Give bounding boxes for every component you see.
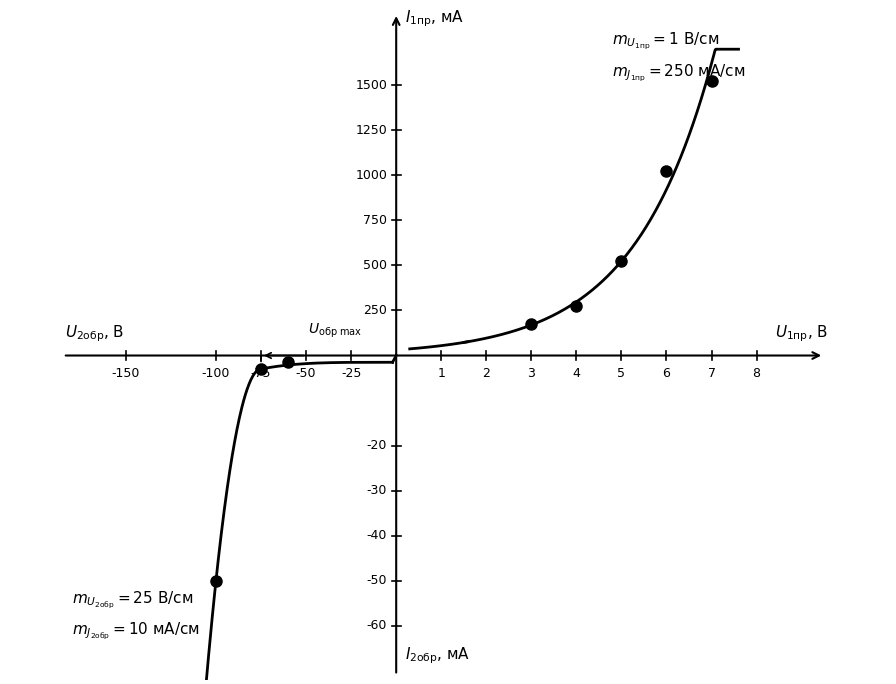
Text: 3: 3 <box>528 367 535 380</box>
Text: -30: -30 <box>366 484 387 497</box>
Text: 500: 500 <box>363 259 387 272</box>
Text: 8: 8 <box>753 367 761 380</box>
Text: -50: -50 <box>366 575 387 588</box>
Text: 7: 7 <box>708 367 716 380</box>
Text: -75: -75 <box>251 367 271 380</box>
Text: 2: 2 <box>482 367 490 380</box>
Text: 4: 4 <box>573 367 581 380</box>
Text: 250: 250 <box>363 304 387 317</box>
Text: -150: -150 <box>112 367 140 380</box>
Text: $I_{1\text{пр}}$, мА: $I_{1\text{пр}}$, мА <box>405 9 464 29</box>
Text: $U_{1\text{пр}}$, В: $U_{1\text{пр}}$, В <box>775 324 829 344</box>
Text: $U_{2\text{обр}}$, В: $U_{2\text{обр}}$, В <box>65 324 125 344</box>
Text: 1000: 1000 <box>356 169 387 182</box>
Text: -100: -100 <box>202 367 230 380</box>
Text: $U_{\text{обр max}}$: $U_{\text{обр max}}$ <box>308 321 363 340</box>
Text: 1: 1 <box>437 367 445 380</box>
Text: -60: -60 <box>366 619 387 632</box>
Text: 1250: 1250 <box>356 124 387 137</box>
Text: 6: 6 <box>662 367 670 380</box>
Text: -50: -50 <box>296 367 316 380</box>
Text: 5: 5 <box>617 367 625 380</box>
Text: $m_{J_{1\text{пр}}}=250$ мА/см: $m_{J_{1\text{пр}}}=250$ мА/см <box>612 63 745 84</box>
Text: -20: -20 <box>366 439 387 452</box>
Text: 750: 750 <box>363 214 387 227</box>
Text: $m_{U_{2\text{обр}}}=25$ В/см: $m_{U_{2\text{обр}}}=25$ В/см <box>72 590 193 611</box>
Text: $I_{2\text{обр}}$, мА: $I_{2\text{обр}}$, мА <box>405 646 470 666</box>
Text: 1500: 1500 <box>356 79 387 92</box>
Text: $m_{U_{1\text{пр}}}=1$ В/см: $m_{U_{1\text{пр}}}=1$ В/см <box>612 31 719 52</box>
Text: -40: -40 <box>366 529 387 542</box>
Text: $m_{J_{2\text{обр}}}=10$ мА/см: $m_{J_{2\text{обр}}}=10$ мА/см <box>72 621 200 642</box>
Text: -25: -25 <box>341 367 361 380</box>
